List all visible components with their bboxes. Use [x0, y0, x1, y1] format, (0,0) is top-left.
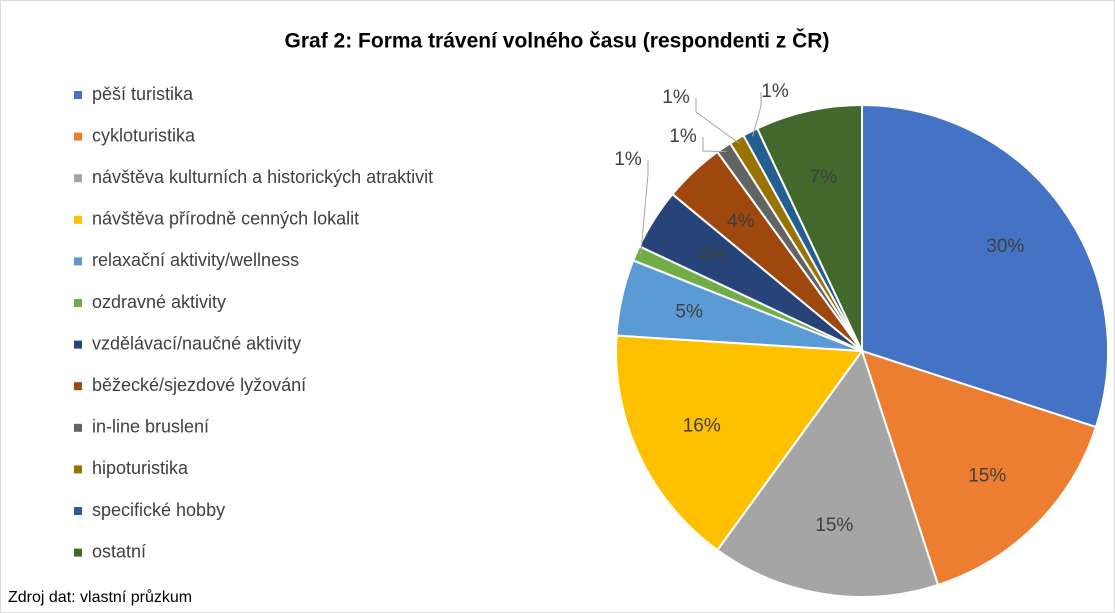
legend-label: návštěva kulturních a historických atrak… [92, 167, 433, 187]
leader-line [752, 92, 762, 137]
legend-swatch [74, 507, 82, 515]
pie-slice [861, 103, 1109, 429]
leader-line [702, 137, 727, 153]
data-label: 30% [986, 236, 1024, 257]
data-label: 4% [727, 211, 755, 232]
data-label: 5% [675, 301, 703, 322]
data-label: 7% [810, 167, 838, 188]
data-label: 1% [761, 81, 789, 102]
legend-swatch [74, 174, 82, 183]
data-label: 1% [662, 87, 690, 108]
legend-label: relaxační aktivity/wellness [92, 250, 299, 270]
data-label: 1% [669, 126, 697, 147]
legend-label: cykloturistika [92, 125, 196, 145]
legend-swatch [74, 299, 82, 307]
data-label: 15% [968, 465, 1006, 486]
pie-slice [860, 349, 1098, 587]
legend-swatch [74, 382, 82, 391]
legend-label: ozdravné aktivity [92, 292, 226, 312]
data-label: 16% [683, 415, 721, 436]
chart-title: Graf 2: Forma trávení volného času (resp… [285, 29, 830, 53]
legend-swatch [74, 465, 82, 474]
data-label: 1% [614, 149, 642, 170]
pie-slice [615, 334, 864, 552]
legend-swatch [74, 548, 82, 557]
legend-label: ostatní [92, 541, 146, 561]
legend-label: pěší turistika [92, 84, 194, 104]
leader-line [640, 160, 649, 256]
legend-label: hipoturistika [92, 458, 189, 478]
data-label: 4% [699, 245, 727, 266]
legend-swatch [74, 257, 82, 266]
source-note: Zdroj dat: vlastní průzkum [8, 588, 192, 606]
legend-swatch [74, 91, 82, 99]
pie-slice [716, 348, 940, 598]
legend-label: specifické hobby [92, 500, 225, 520]
legend-swatch [74, 423, 82, 432]
legend-swatch [74, 215, 82, 224]
legend-swatch [74, 132, 82, 141]
data-label: 15% [815, 515, 853, 536]
legend-swatch [74, 340, 82, 349]
legend-label: návštěva přírodně cenných lokalit [92, 209, 359, 229]
leader-line [695, 98, 740, 144]
pie-slice [755, 103, 863, 352]
legend-label: běžecké/sjezdové lyžování [92, 375, 306, 395]
legend-label: vzdělávací/naučné aktivity [92, 333, 301, 353]
legend-label: in-line bruslení [92, 417, 209, 437]
